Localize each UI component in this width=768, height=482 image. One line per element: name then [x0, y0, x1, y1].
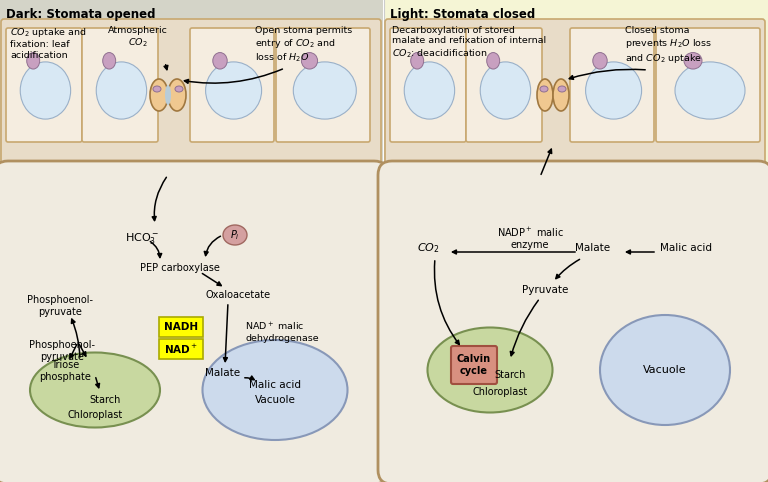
- Text: $CO_2$: $CO_2$: [417, 241, 439, 255]
- Text: Chloroplast: Chloroplast: [472, 387, 528, 397]
- FancyBboxPatch shape: [82, 28, 158, 142]
- Ellipse shape: [27, 53, 40, 69]
- Text: Pyruvate: Pyruvate: [521, 285, 568, 295]
- FancyBboxPatch shape: [656, 28, 760, 142]
- FancyBboxPatch shape: [451, 346, 497, 384]
- Ellipse shape: [96, 62, 147, 119]
- Ellipse shape: [411, 53, 424, 69]
- Bar: [384, 0, 768, 482]
- Text: Chloroplast: Chloroplast: [68, 410, 123, 420]
- Text: NAD$^+$: NAD$^+$: [164, 342, 198, 356]
- Text: Closed stoma
prevents $H_2O$ loss
and $CO_2$ uptake: Closed stoma prevents $H_2O$ loss and $C…: [625, 26, 712, 65]
- Bar: [0, 0, 383, 482]
- Text: Decarboxylation of stored
malate and refixation of internal
$CO_2$: deacidificat: Decarboxylation of stored malate and ref…: [392, 26, 546, 60]
- Text: Light: Stomata closed: Light: Stomata closed: [390, 8, 535, 21]
- Text: Triose
phosphate: Triose phosphate: [39, 360, 91, 382]
- Ellipse shape: [165, 85, 171, 105]
- Ellipse shape: [103, 53, 116, 69]
- Ellipse shape: [30, 352, 160, 428]
- FancyBboxPatch shape: [0, 161, 388, 482]
- Ellipse shape: [540, 86, 548, 92]
- Ellipse shape: [558, 86, 566, 92]
- Ellipse shape: [20, 62, 71, 119]
- Text: Malic acid: Malic acid: [660, 243, 712, 253]
- Text: Dark: Stomata opened: Dark: Stomata opened: [6, 8, 155, 21]
- Ellipse shape: [168, 79, 186, 111]
- Text: P$_i$: P$_i$: [230, 228, 240, 242]
- Text: NAD$^+$ malic
dehydrogenase: NAD$^+$ malic dehydrogenase: [245, 321, 319, 343]
- Ellipse shape: [203, 340, 347, 440]
- Text: Atmospheric
$CO_2$: Atmospheric $CO_2$: [108, 26, 168, 49]
- Ellipse shape: [404, 62, 455, 119]
- FancyBboxPatch shape: [570, 28, 654, 142]
- Ellipse shape: [593, 53, 607, 69]
- Ellipse shape: [175, 86, 183, 92]
- FancyBboxPatch shape: [1, 19, 381, 177]
- Ellipse shape: [553, 79, 569, 111]
- Ellipse shape: [600, 315, 730, 425]
- Ellipse shape: [301, 53, 318, 69]
- Text: Vacuole: Vacuole: [254, 395, 296, 405]
- Text: Calvin
cycle: Calvin cycle: [457, 354, 491, 376]
- Ellipse shape: [206, 62, 262, 119]
- Ellipse shape: [537, 79, 553, 111]
- Text: Malic acid: Malic acid: [249, 380, 301, 390]
- Ellipse shape: [487, 53, 500, 69]
- FancyBboxPatch shape: [385, 19, 765, 177]
- Text: NADH: NADH: [164, 322, 198, 332]
- Text: Vacuole: Vacuole: [643, 365, 687, 375]
- Ellipse shape: [428, 327, 552, 413]
- Text: Starch: Starch: [495, 370, 525, 380]
- FancyBboxPatch shape: [466, 28, 542, 142]
- Ellipse shape: [150, 79, 168, 111]
- Text: HCO$_3^-$: HCO$_3^-$: [125, 230, 159, 245]
- Ellipse shape: [213, 53, 227, 69]
- Text: PEP carboxylase: PEP carboxylase: [140, 263, 220, 273]
- Text: Starch: Starch: [89, 395, 121, 405]
- FancyBboxPatch shape: [276, 28, 370, 142]
- Text: Oxaloacetate: Oxaloacetate: [205, 290, 270, 300]
- Ellipse shape: [293, 62, 356, 119]
- FancyBboxPatch shape: [390, 28, 466, 142]
- Text: NADP$^+$ malic
enzyme: NADP$^+$ malic enzyme: [497, 226, 564, 250]
- Ellipse shape: [675, 62, 745, 119]
- Text: Phosphoenol-
pyruvate: Phosphoenol- pyruvate: [29, 340, 95, 362]
- FancyBboxPatch shape: [159, 339, 203, 359]
- Text: Malate: Malate: [205, 368, 240, 378]
- Ellipse shape: [223, 225, 247, 245]
- Ellipse shape: [153, 86, 161, 92]
- FancyBboxPatch shape: [159, 317, 203, 337]
- Ellipse shape: [684, 53, 702, 69]
- Text: Phosphoenol-
pyruvate: Phosphoenol- pyruvate: [27, 295, 93, 317]
- Ellipse shape: [585, 62, 641, 119]
- Text: $CO_2$ uptake and
fixation: leaf
acidification: $CO_2$ uptake and fixation: leaf acidifi…: [10, 26, 87, 60]
- FancyBboxPatch shape: [190, 28, 274, 142]
- Ellipse shape: [480, 62, 531, 119]
- Text: Open stoma permits
entry of $CO_2$ and
loss of $H_2O$: Open stoma permits entry of $CO_2$ and l…: [255, 26, 353, 64]
- FancyBboxPatch shape: [378, 161, 768, 482]
- Text: Malate: Malate: [575, 243, 611, 253]
- FancyBboxPatch shape: [6, 28, 82, 142]
